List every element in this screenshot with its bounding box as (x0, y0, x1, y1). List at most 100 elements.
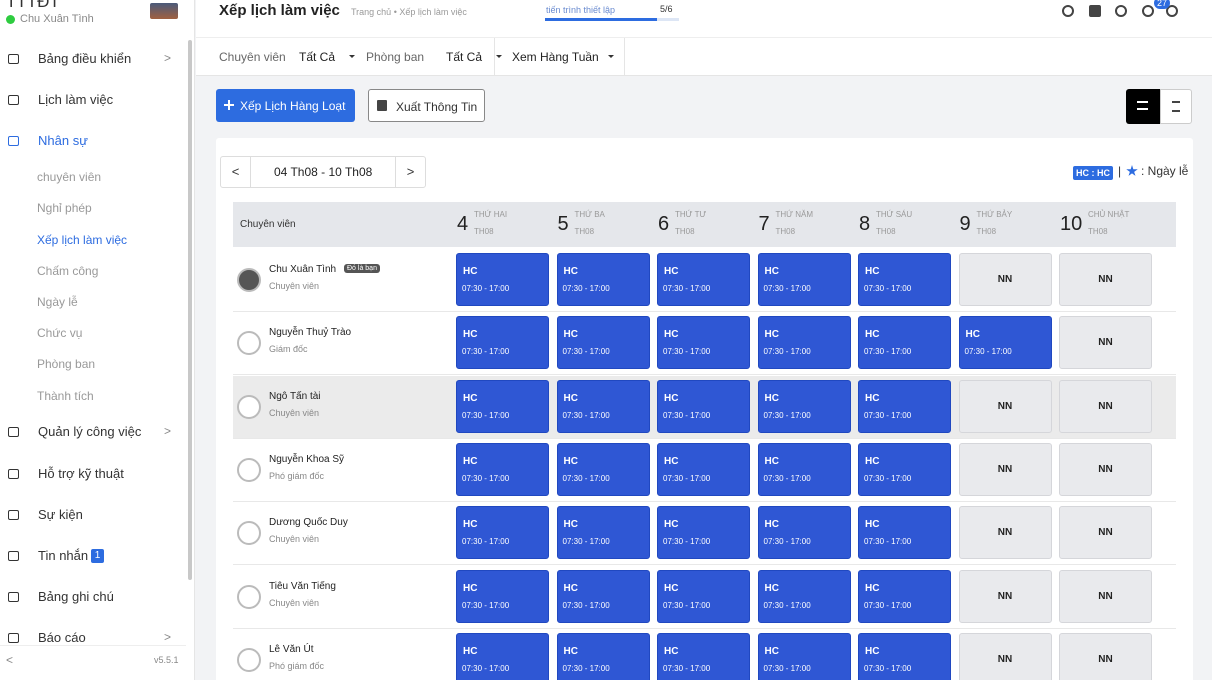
shift-time: 07:30 - 17:00 (864, 663, 912, 673)
menu-icon (8, 510, 19, 520)
menu-item[interactable]: Bảng ghi chú (0, 581, 186, 613)
day-name: THỨ SÁU (876, 210, 913, 219)
menu-item[interactable]: Quản lý công việc > (0, 416, 186, 448)
shift-cell[interactable]: HC 07:30 - 17:00 (657, 506, 750, 560)
legend-code: HC : HC (1073, 166, 1113, 180)
shift-cell[interactable]: HC 07:30 - 17:00 (456, 569, 549, 623)
shift-cell[interactable]: HC 07:30 - 17:00 (657, 379, 750, 433)
submenu-item[interactable]: Nghỉ phép (0, 192, 186, 224)
shift-cell[interactable]: HC 07:30 - 17:00 (556, 442, 650, 496)
submenu-item[interactable]: chuyên viên (0, 161, 186, 193)
off-cell[interactable]: NN (1059, 379, 1152, 433)
shift-cell[interactable]: HC 07:30 - 17:00 (757, 442, 851, 496)
shift-cell[interactable]: HC 07:30 - 17:00 (456, 379, 549, 433)
menu-item[interactable]: Sự kiện (0, 499, 186, 531)
shift-cell[interactable]: HC 07:30 - 17:00 (657, 442, 750, 496)
shift-cell[interactable]: HC 07:30 - 17:00 (958, 316, 1052, 370)
shift-cell[interactable]: HC 07:30 - 17:00 (657, 316, 750, 370)
menu-label: Chấm công (37, 264, 99, 278)
shift-time: 07:30 - 17:00 (763, 663, 811, 673)
submenu-item[interactable]: Thành tích (0, 380, 186, 412)
shift-cell[interactable]: HC 07:30 - 17:00 (757, 569, 851, 623)
shift-cell[interactable]: HC 07:30 - 17:00 (858, 506, 951, 560)
shift-time: 07:30 - 17:00 (562, 537, 610, 547)
shift-cell[interactable]: HC 07:30 - 17:00 (757, 316, 851, 370)
shift-cell[interactable]: HC 07:30 - 17:00 (556, 379, 650, 433)
menu-label: Quản lý công việc (38, 424, 142, 439)
off-cell[interactable]: NN (1059, 316, 1152, 370)
off-cell[interactable]: NN (958, 569, 1052, 623)
shift-time: 07:30 - 17:00 (562, 663, 610, 673)
menu-item[interactable]: Tin nhắn 1 (0, 540, 186, 572)
submenu-item[interactable]: Xếp lịch làm việc (0, 224, 186, 256)
shift-cell[interactable]: HC 07:30 - 17:00 (456, 253, 549, 306)
shift-cell[interactable]: HC 07:30 - 17:00 (858, 569, 951, 623)
bell-icon[interactable] (1142, 5, 1154, 17)
menu-badge: 1 (91, 549, 104, 563)
export-button[interactable]: Xuất Thông Tin (368, 89, 485, 122)
shift-cell[interactable]: HC 07:30 - 17:00 (556, 253, 650, 306)
shift-cell[interactable]: HC 07:30 - 17:00 (757, 632, 851, 680)
list-view-toggle[interactable] (1126, 89, 1160, 124)
bulk-schedule-button[interactable]: Xếp Lịch Hàng Loạt (216, 89, 355, 122)
menu-item[interactable]: Bảng điều khiển > (0, 43, 186, 75)
shift-cell[interactable]: HC 07:30 - 17:00 (556, 506, 650, 560)
submenu-item[interactable]: Ngày lễ (0, 286, 186, 318)
shift-cell[interactable]: HC 07:30 - 17:00 (657, 632, 750, 680)
off-cell[interactable]: NN (958, 442, 1052, 496)
menu-label: chuyên viên (37, 170, 102, 184)
off-cell[interactable]: NN (1059, 506, 1152, 560)
schedule-row: Tiêu Văn Tiếng Chuyên viên HC 07:30 - 17:00… (233, 565, 1176, 629)
add-icon[interactable] (1115, 5, 1127, 17)
shift-cell[interactable]: HC 07:30 - 17:00 (858, 442, 951, 496)
notes-icon[interactable] (1089, 5, 1101, 17)
menu-label: Tin nhắn (38, 548, 89, 563)
column-header: Chuyên viên (240, 219, 296, 230)
prev-week[interactable]: < (221, 157, 251, 187)
off-cell[interactable]: NN (1059, 442, 1152, 496)
menu-item[interactable]: Nhân sự (0, 125, 186, 157)
menu-arrow: > (164, 51, 172, 65)
shift-cell[interactable]: HC 07:30 - 17:00 (456, 506, 549, 560)
shift-cell[interactable]: HC 07:30 - 17:00 (456, 632, 549, 680)
day-name: THỨ BA (574, 210, 605, 219)
off-cell[interactable]: NN (958, 379, 1052, 433)
shift-cell[interactable]: HC 07:30 - 17:00 (757, 253, 851, 306)
shift-cell[interactable]: HC 07:30 - 17:00 (858, 632, 951, 680)
filter-value: Xem Hàng Tuần (512, 50, 599, 64)
off-cell[interactable]: NN (958, 253, 1052, 306)
shift-cell[interactable]: HC 07:30 - 17:00 (858, 316, 951, 370)
shift-cell[interactable]: HC 07:30 - 17:00 (456, 442, 549, 496)
shift-cell[interactable]: HC 07:30 - 17:00 (657, 253, 750, 306)
menu-item[interactable]: Hỗ trợ kỹ thuật (0, 458, 186, 490)
shift-cell[interactable]: HC 07:30 - 17:00 (757, 379, 851, 433)
shift-code: NN (1098, 653, 1113, 665)
shift-cell[interactable]: HC 07:30 - 17:00 (556, 569, 650, 623)
menu-item[interactable]: Lịch làm việc (0, 84, 186, 116)
off-cell[interactable]: NN (958, 506, 1052, 560)
shift-cell[interactable]: HC 07:30 - 17:00 (858, 379, 951, 433)
off-cell[interactable]: NN (1059, 569, 1152, 623)
avatar (237, 521, 261, 546)
search-icon[interactable] (1062, 5, 1074, 17)
submenu-item[interactable]: Chấm công (0, 255, 186, 287)
day-number: 9 (959, 213, 971, 235)
menu-item[interactable]: Báo cáo > (0, 622, 186, 654)
shift-cell[interactable]: HC 07:30 - 17:00 (456, 316, 549, 370)
shift-code: HC (563, 329, 578, 341)
off-cell[interactable]: NN (958, 632, 1052, 680)
shift-cell[interactable]: HC 07:30 - 17:00 (556, 316, 650, 370)
timeline-view-toggle[interactable] (1160, 89, 1192, 124)
next-week[interactable]: > (395, 157, 425, 187)
submenu-item[interactable]: Phòng ban (0, 348, 186, 380)
shift-cell[interactable]: HC 07:30 - 17:00 (757, 506, 851, 560)
power-icon[interactable] (1166, 5, 1178, 17)
collapse-button[interactable]: < (6, 653, 14, 667)
submenu-item[interactable]: Chức vụ (0, 317, 186, 349)
shift-cell[interactable]: HC 07:30 - 17:00 (657, 569, 750, 623)
off-cell[interactable]: NN (1059, 632, 1152, 680)
shift-time: 07:30 - 17:00 (763, 410, 811, 420)
shift-cell[interactable]: HC 07:30 - 17:00 (858, 253, 951, 306)
off-cell[interactable]: NN (1059, 253, 1152, 306)
shift-cell[interactable]: HC 07:30 - 17:00 (556, 632, 650, 680)
